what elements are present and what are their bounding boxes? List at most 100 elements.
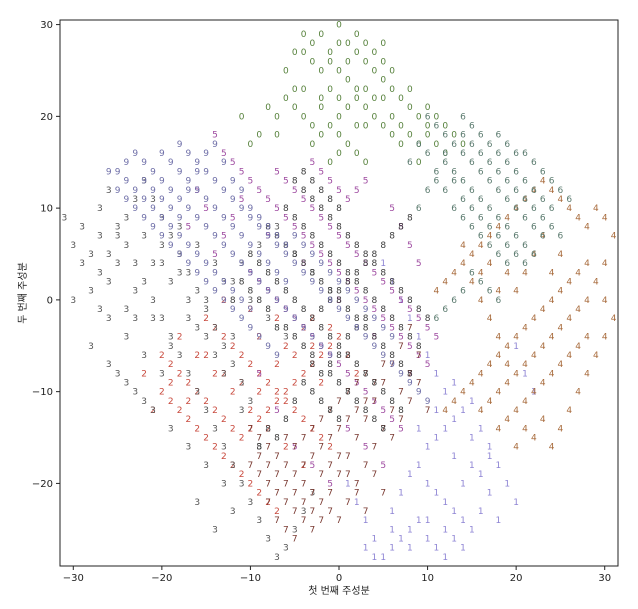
point-digit-7-43: 7 [310, 452, 316, 462]
point-digit-8-89: 8 [363, 314, 369, 324]
point-digit-2-35: 2 [203, 314, 209, 324]
point-digit-8-37: 8 [301, 223, 307, 233]
point-digit-3-22: 3 [274, 553, 280, 563]
y-tick-label-1: −10 [32, 387, 53, 398]
point-digit-8-4: 8 [283, 287, 289, 297]
point-digit-5-56: 5 [336, 232, 342, 242]
point-digit-9-76: 9 [186, 149, 192, 159]
point-digit-1-34: 1 [460, 479, 466, 489]
point-digit-8-96: 8 [283, 323, 289, 333]
point-digit-5-20: 5 [389, 323, 395, 333]
point-digit-2-47: 2 [310, 424, 316, 434]
point-digit-7-35: 7 [398, 342, 404, 352]
point-digit-4-12: 4 [478, 241, 484, 251]
point-digit-7-71: 7 [354, 489, 360, 499]
point-digit-4-16: 4 [442, 278, 448, 288]
point-digit-9-28: 9 [132, 204, 138, 214]
point-digit-3-49: 3 [132, 287, 138, 297]
point-digit-8-36: 8 [292, 213, 298, 223]
point-digit-6-14: 6 [460, 131, 466, 141]
point-digit-3-63: 3 [141, 351, 147, 361]
point-digit-0-10: 0 [372, 67, 378, 77]
point-digit-2-31: 2 [248, 479, 254, 489]
point-digit-9-12: 9 [221, 241, 227, 251]
point-digit-2-76: 2 [310, 314, 316, 324]
point-digit-9-16: 9 [256, 278, 262, 288]
point-digit-0-47: 0 [256, 131, 262, 141]
point-digit-3-64: 3 [159, 369, 165, 379]
point-digit-1-27: 1 [407, 470, 413, 480]
point-digit-7-58: 7 [336, 397, 342, 407]
point-digit-0-80: 0 [318, 103, 324, 113]
point-digit-4-51: 4 [558, 360, 564, 370]
point-digit-8-60: 8 [380, 268, 386, 278]
point-digit-9-108: 9 [177, 213, 183, 223]
point-digit-8-20: 8 [283, 241, 289, 251]
point-digit-3-10: 3 [168, 333, 174, 343]
point-digit-9-72: 9 [265, 259, 271, 269]
point-digit-4-90: 4 [496, 287, 502, 297]
point-digit-8-46: 8 [380, 305, 386, 315]
point-digit-6-75: 6 [522, 149, 528, 159]
point-digit-4-48: 4 [584, 333, 590, 343]
point-digit-0-8: 0 [354, 48, 360, 58]
point-digit-5-50: 5 [283, 177, 289, 187]
point-digit-7-54: 7 [301, 434, 307, 444]
point-digit-8-31: 8 [380, 342, 386, 352]
point-digit-8-77: 8 [256, 443, 262, 453]
point-digit-9-53: 9 [194, 250, 200, 260]
point-digit-6-73: 6 [469, 122, 475, 132]
point-digit-3-100: 3 [221, 369, 227, 379]
point-digit-6-88: 6 [513, 250, 519, 260]
point-digit-9-66: 9 [212, 204, 218, 214]
point-digit-8-84: 8 [318, 369, 324, 379]
point-digit-9-6: 9 [168, 186, 174, 196]
point-digit-1-17: 1 [442, 424, 448, 434]
point-digit-3-69: 3 [186, 443, 192, 453]
point-digit-3-73: 3 [212, 525, 218, 535]
point-digit-6-30: 6 [478, 195, 484, 205]
point-digit-3-70: 3 [203, 461, 209, 471]
point-digit-0-18: 0 [274, 112, 280, 122]
point-digit-9-92: 9 [327, 296, 333, 306]
point-digit-9-36: 9 [203, 278, 209, 288]
point-digit-4-60: 4 [602, 213, 608, 223]
point-digit-6-8: 6 [496, 186, 502, 196]
point-digit-8-64: 8 [416, 305, 422, 315]
point-digit-9-95: 9 [354, 323, 360, 333]
point-digit-0-35: 0 [425, 131, 431, 141]
point-digit-7-36: 7 [407, 323, 413, 333]
point-digit-2-32: 2 [256, 489, 262, 499]
point-digit-7-61: 7 [363, 369, 369, 379]
point-digit-3-94: 3 [230, 333, 236, 343]
point-digit-6-33: 6 [504, 223, 510, 233]
point-digit-6-70: 6 [504, 140, 510, 150]
point-digit-0-11: 0 [380, 76, 386, 86]
point-digit-5-91: 5 [380, 461, 386, 471]
point-digit-4-38: 4 [558, 323, 564, 333]
point-digit-5-32: 5 [310, 333, 316, 343]
point-digit-6-56: 6 [460, 287, 466, 297]
point-digit-9-33: 9 [177, 250, 183, 260]
point-digit-9-126: 9 [336, 278, 342, 288]
point-digit-4-43: 4 [513, 369, 519, 379]
point-digit-4-5: 4 [540, 177, 546, 187]
point-digit-9-31: 9 [159, 232, 165, 242]
point-digit-9-105: 9 [150, 186, 156, 196]
point-digit-5-54: 5 [318, 213, 324, 223]
point-digit-4-62: 4 [602, 259, 608, 269]
point-digit-7-75: 7 [248, 461, 254, 471]
point-digit-1-56: 1 [460, 544, 466, 554]
point-digit-8-97: 8 [292, 333, 298, 343]
point-digit-1-42: 1 [416, 333, 422, 343]
point-digit-2-19: 2 [327, 342, 333, 352]
point-digit-4-56: 4 [513, 406, 519, 416]
point-digit-2-78: 2 [354, 369, 360, 379]
x-tick-label-2: −10 [240, 573, 261, 584]
point-digit-4-39: 4 [549, 333, 555, 343]
point-digit-3-18: 3 [239, 479, 245, 489]
point-digit-4-3: 4 [558, 195, 564, 205]
point-digit-1-37: 1 [487, 489, 493, 499]
point-digit-5-10: 5 [301, 232, 307, 242]
